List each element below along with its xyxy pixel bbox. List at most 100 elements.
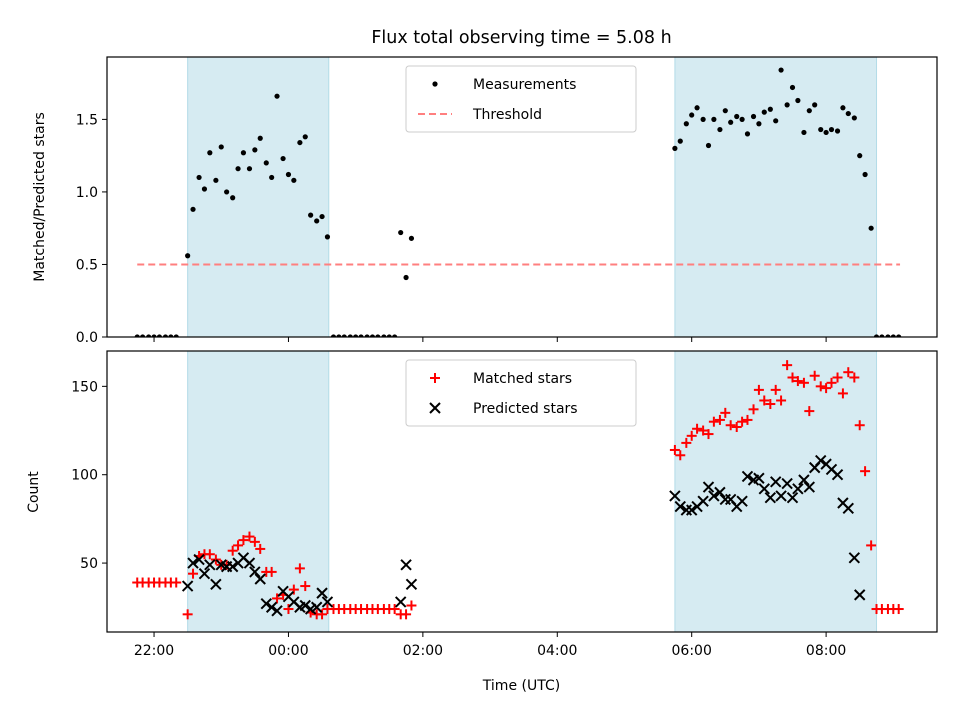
- matched-stars-point: [815, 381, 826, 392]
- matched-stars-point: [238, 535, 249, 546]
- predicted-stars-point: [181, 580, 194, 592]
- matched-stars-point: [171, 577, 182, 588]
- measurement-point: [173, 334, 179, 337]
- bottom-observing-window: [187, 351, 330, 632]
- bottom-axes-frame: [106, 350, 938, 633]
- measurement-point: [705, 142, 712, 149]
- matched-stars-point: [765, 399, 776, 410]
- measurement-point: [185, 253, 191, 259]
- measurement-point: [789, 84, 796, 91]
- measurement-point: [207, 150, 213, 156]
- measurement-point: [330, 334, 337, 337]
- measurement-point: [280, 155, 286, 162]
- matched-stars-point: [210, 554, 221, 565]
- predicted-stars-point: [758, 483, 770, 495]
- measurement-point: [252, 147, 258, 153]
- predicted-stars-point: [265, 601, 278, 613]
- measurement-point: [885, 334, 891, 337]
- measurement-point: [744, 131, 751, 137]
- predicted-stars-point: [781, 477, 793, 490]
- measurement-point: [756, 121, 762, 127]
- matched-stars-point: [737, 416, 748, 427]
- matched-stars-point: [401, 609, 412, 620]
- measurement-point: [235, 166, 241, 172]
- measurement-point: [156, 334, 163, 337]
- measurement-point: [240, 150, 247, 156]
- predicted-stars-point: [842, 502, 854, 514]
- predicted-stars-point: [764, 491, 777, 504]
- legend-label: Matched stars: [473, 371, 572, 387]
- measurement-point: [297, 139, 303, 146]
- top-y-tick-label: 1.5: [76, 112, 98, 128]
- legend-label: Threshold: [472, 107, 542, 123]
- x-tick-label: 00:00: [268, 643, 308, 659]
- predicted-stars-point: [249, 566, 261, 578]
- measurement-point: [857, 153, 863, 159]
- measurement-point: [146, 334, 152, 337]
- measurement-point: [168, 334, 174, 337]
- predicted-stars-point: [753, 472, 765, 484]
- measurement-point: [218, 144, 224, 150]
- matched-stars-point: [406, 600, 417, 611]
- matched-stars-point: [272, 593, 283, 604]
- predicted-stars-point: [708, 490, 720, 502]
- x-axis-label: Time (UTC): [482, 678, 560, 694]
- measurement-point: [834, 128, 841, 134]
- measurement-point: [392, 334, 398, 337]
- top-observing-window: [674, 57, 878, 337]
- predicted-stars-point: [786, 491, 799, 504]
- top-axes-frame: [106, 56, 938, 338]
- predicted-stars-point: [848, 552, 861, 564]
- predicted-stars-point: [714, 486, 726, 499]
- predicted-stars-point: [674, 500, 686, 513]
- predicted-stars-point: [405, 578, 418, 590]
- matched-stars-point: [866, 540, 877, 551]
- matched-stars-point: [708, 416, 719, 427]
- measurement-point: [722, 108, 728, 114]
- matched-stars-point: [787, 372, 798, 383]
- bottom-y-axis-label: Count: [26, 471, 42, 513]
- predicted-stars-point: [736, 495, 748, 507]
- matched-stars-point: [681, 437, 692, 448]
- matched-stars-point: [770, 384, 781, 395]
- predicted-stars-point: [316, 587, 328, 599]
- measurement-point: [302, 134, 308, 140]
- predicted-stars-point: [798, 474, 810, 486]
- matched-stars-point: [792, 376, 803, 387]
- predicted-stars-point: [741, 470, 754, 483]
- matched-stars-point: [389, 604, 400, 615]
- top-y-axis-label: Matched/Predicted stars: [32, 112, 48, 282]
- matched-stars-point: [893, 604, 904, 615]
- measurement-point: [683, 121, 689, 127]
- matched-stars-point: [300, 581, 311, 592]
- matched-stars-point: [692, 423, 703, 434]
- matched-stars-point: [669, 444, 680, 455]
- measurement-point: [151, 334, 157, 337]
- measurement-point: [845, 110, 851, 117]
- predicted-stars-point: [260, 598, 272, 610]
- matched-stars-point: [686, 430, 697, 441]
- matched-stars-point: [188, 568, 199, 579]
- measurement-point: [879, 334, 885, 337]
- measurement-point: [353, 334, 359, 337]
- measurement-point: [308, 212, 314, 218]
- matched-stars-point: [832, 372, 843, 383]
- matched-stars-point: [782, 360, 793, 371]
- measurement-point: [274, 93, 280, 99]
- measurement-point: [700, 116, 706, 122]
- predicted-stars-point: [310, 601, 323, 613]
- measurement-point: [319, 213, 325, 220]
- predicted-stars-point: [400, 559, 412, 571]
- measurement-point: [868, 225, 874, 231]
- matched-stars-point: [283, 604, 294, 615]
- matched-stars-point: [837, 388, 848, 399]
- top-y-tick-label: 0.5: [76, 257, 98, 273]
- predicted-stars-point: [803, 481, 816, 493]
- measurement-point: [795, 97, 801, 104]
- matched-stars-point: [294, 563, 305, 574]
- predicted-stars-point: [226, 560, 239, 573]
- x-tick-label: 02:00: [403, 643, 443, 659]
- matched-stars-point: [227, 545, 238, 556]
- bottom-plot-area: [132, 351, 904, 632]
- predicted-stars-point: [702, 481, 715, 493]
